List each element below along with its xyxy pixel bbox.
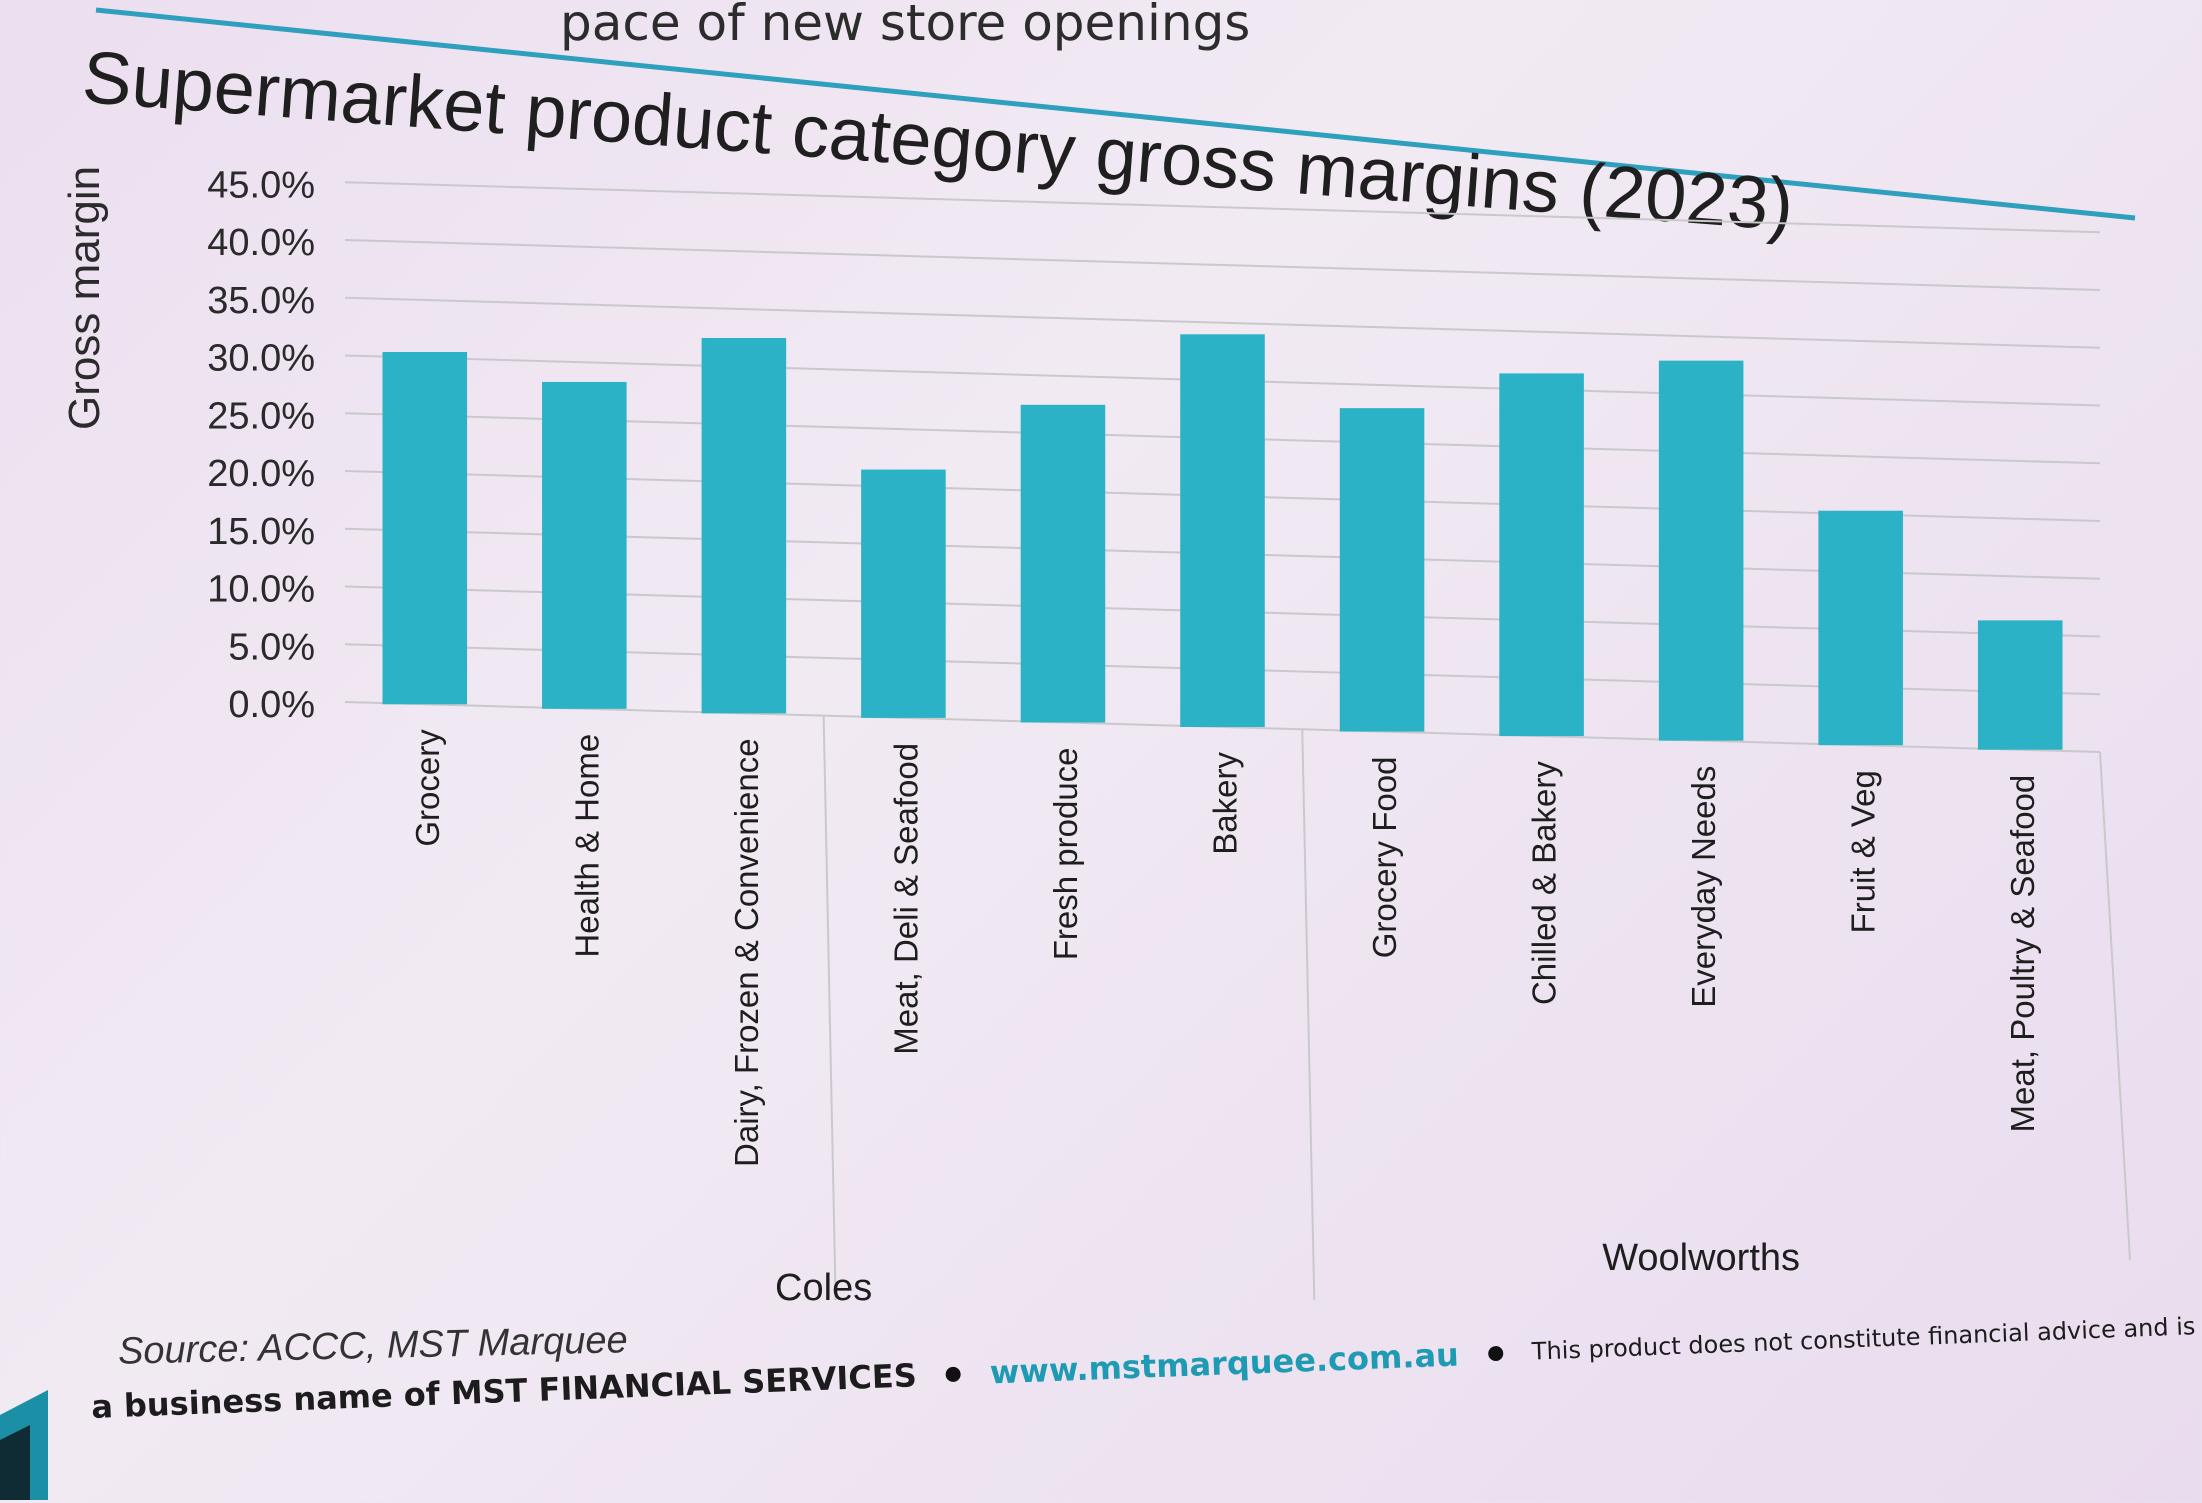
x-tick-label: Fruit & Veg (1845, 770, 1882, 933)
x-tick-label: Everyday Needs (1685, 766, 1722, 1008)
y-tick-label: 10.0% (207, 569, 315, 611)
x-tick-label: Fresh produce (1047, 747, 1084, 960)
bar-5 (1020, 404, 1106, 723)
bar-10 (1818, 510, 1903, 746)
bar-3 (701, 337, 787, 714)
x-tick-label: Bakery (1207, 752, 1244, 855)
bar-11 (1977, 620, 2063, 750)
x-tick-label: Grocery (409, 729, 446, 847)
bar-4 (861, 469, 946, 718)
x-tick-label: Health & Home (568, 734, 605, 958)
header-fragment: pace of new store openings (560, 0, 1251, 52)
y-tick-label: 25.0% (207, 395, 315, 437)
y-tick-label: 15.0% (207, 511, 315, 553)
x-tick-label: Grocery Food (1366, 757, 1403, 959)
x-tick-label: Meat, Deli & Seafood (887, 743, 924, 1055)
group-divider (822, 715, 837, 1301)
y-tick-label: 35.0% (207, 280, 315, 322)
bar-6 (1180, 334, 1265, 727)
gridline (344, 181, 2101, 234)
gridline (344, 239, 2101, 291)
x-tick-label: Dairy, Frozen & Convenience (728, 738, 765, 1167)
y-tick-label: 30.0% (207, 338, 315, 380)
bar-1 (382, 351, 468, 705)
corner-accent (0, 1390, 48, 1500)
gridline (344, 296, 2101, 349)
y-tick-label: 45.0% (207, 164, 315, 206)
y-tick-label: 20.0% (207, 453, 315, 495)
y-tick-label: 0.0% (228, 684, 315, 726)
group-label-woolworths: Woolworths (1602, 1237, 1800, 1279)
bar-8 (1499, 373, 1584, 737)
group-divider (1301, 729, 1316, 1301)
bar-9 (1658, 360, 1744, 741)
footer-bullet (1487, 1345, 1504, 1361)
x-tick-label: Chilled & Bakery (1526, 761, 1563, 1005)
x-tick-label: Meat, Poultry & Seafood (2004, 775, 2041, 1133)
y-tick-label: 5.0% (228, 626, 315, 668)
bar-2 (542, 381, 627, 709)
group-label-coles: Coles (775, 1267, 872, 1309)
bar-7 (1339, 408, 1425, 732)
footer-bullet (945, 1366, 962, 1382)
header-accent-line (95, 7, 2136, 221)
y-tick-label: 40.0% (207, 222, 315, 264)
group-divider (2099, 751, 2131, 1261)
